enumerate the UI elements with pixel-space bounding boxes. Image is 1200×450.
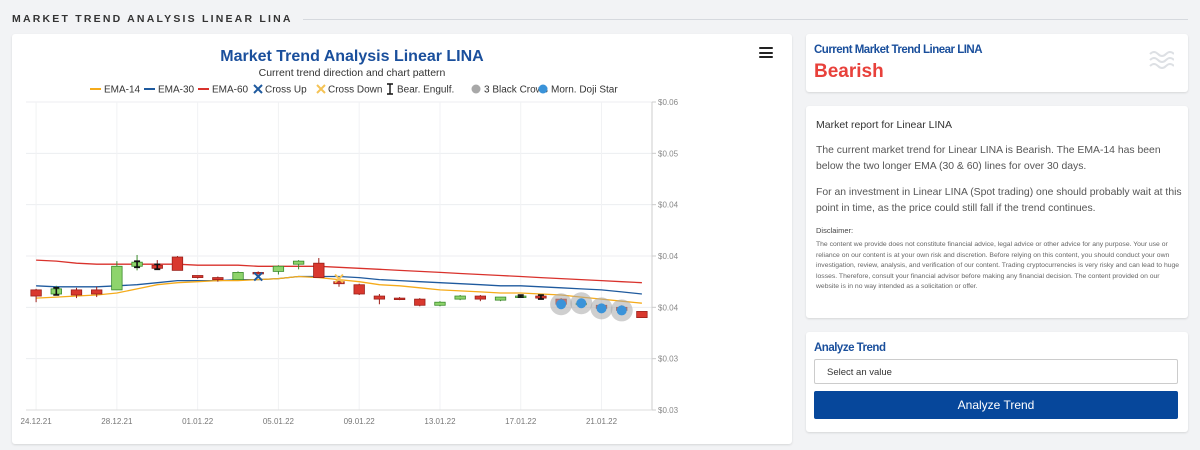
legend-item-3-black-crows: 3 Black Crows — [471, 84, 548, 96]
legend-dot-icon — [471, 84, 481, 94]
candle-body — [252, 272, 264, 275]
x-tick-label: 13.01.22 — [424, 417, 456, 426]
analyze-card: Analyze Trend Select an value Analyze Tr… — [806, 332, 1188, 432]
value-select[interactable]: Select an value — [814, 359, 1178, 384]
legend-item-ema-30: EMA-30 — [144, 85, 195, 96]
x-tick-label: 01.01.22 — [182, 417, 214, 426]
candle-body — [353, 284, 365, 295]
candle-body — [232, 272, 244, 281]
legend-dot-icon — [538, 84, 548, 94]
legend-ibeam-icon — [387, 83, 393, 95]
trend-card: Current Market Trend Linear LINA Bearish — [806, 34, 1188, 92]
legend-item-morn-doji-star: Morn. Doji Star — [538, 84, 618, 96]
y-tick-label: $0.05 — [658, 149, 679, 158]
candle-body — [474, 295, 487, 300]
x-tick-label: 09.01.22 — [344, 417, 376, 426]
legend-label: EMA-30 — [158, 85, 195, 96]
candle-body — [70, 289, 83, 296]
candle-body — [30, 289, 42, 297]
legend-cross-icon — [316, 84, 326, 94]
y-tick-label: $0.04 — [658, 303, 679, 312]
candle-body — [636, 311, 648, 319]
y-tick-label: $0.03 — [658, 406, 679, 415]
legend-item-cross-down: Cross Down — [316, 84, 382, 96]
legend-label: Bear. Engulf. — [397, 85, 454, 96]
candle-body — [272, 265, 285, 272]
candle-body — [171, 256, 184, 271]
analyze-trend-button[interactable]: Analyze Trend — [814, 391, 1178, 419]
morning-doji-star-marker — [556, 299, 567, 310]
cross-up-marker — [253, 271, 263, 282]
candle-body — [494, 296, 507, 301]
legend-item-ema-60: EMA-60 — [198, 85, 249, 96]
legend-cross-icon — [253, 84, 263, 94]
y-tick-label: $0.04 — [658, 252, 679, 261]
value-select-label: Select an value — [827, 367, 892, 378]
candle-body — [373, 295, 386, 300]
legend-label: Cross Down — [328, 85, 382, 96]
candle-body — [434, 301, 446, 306]
cross-down-marker — [334, 273, 344, 284]
legend-label: EMA-60 — [212, 85, 249, 96]
report-paragraph-2: For an investment in Linear LINA (Spot t… — [816, 187, 1182, 214]
y-tick-label: $0.06 — [658, 98, 679, 107]
chart-card: Market Trend Analysis Linear LINA Current… — [12, 34, 792, 444]
morning-doji-star-marker — [576, 298, 587, 309]
candle-body — [191, 275, 204, 278]
wave-icon — [1149, 51, 1174, 69]
disclaimer-title: Disclaimer: — [816, 226, 854, 235]
candle-body — [292, 260, 305, 265]
chart-title: Market Trend Analysis Linear LINA — [220, 48, 484, 65]
analyze-title: Analyze Trend — [814, 342, 886, 354]
candle-body — [212, 277, 224, 281]
trend-card-title: Current Market Trend Linear LINA — [814, 44, 983, 56]
candle-body — [313, 262, 325, 278]
morning-doji-star-marker — [596, 303, 607, 314]
legend-label: EMA-14 — [104, 85, 141, 96]
x-tick-label: 21.01.22 — [586, 417, 618, 426]
candle-body — [333, 281, 345, 285]
candle-body — [414, 298, 426, 306]
y-tick-label: $0.03 — [658, 355, 679, 364]
chart: Market Trend Analysis Linear LINA Current… — [21, 48, 679, 426]
legend-item-bear-engulf: Bear. Engulf. — [387, 83, 454, 96]
x-tick-label: 17.01.22 — [505, 417, 537, 426]
x-tick-label: 05.01.22 — [263, 417, 295, 426]
legend-item-ema-14: EMA-14 — [90, 85, 141, 96]
page-header: MARKET TREND ANALYSIS LINEAR LINA — [12, 12, 1188, 26]
morning-doji-star-marker — [616, 305, 627, 316]
ema-30-line — [36, 275, 642, 295]
legend-item-cross-up: Cross Up — [253, 84, 307, 96]
bear-engulf-marker — [53, 287, 60, 296]
legend-label: Cross Up — [265, 85, 307, 96]
legend-label: Morn. Doji Star — [551, 85, 618, 96]
legend-label: 3 Black Crows — [484, 85, 548, 96]
bear-engulf-marker — [154, 263, 161, 271]
candle-body — [393, 297, 406, 300]
x-tick-label: 24.12.21 — [21, 417, 53, 426]
report-paragraph-1: The current market trend for Linear LINA… — [816, 145, 1161, 172]
bear-engulf-marker — [517, 294, 524, 298]
ema-14-line — [36, 275, 642, 304]
chart-subtitle: Current trend direction and chart patter… — [259, 67, 446, 79]
bear-engulf-marker — [134, 260, 141, 269]
chart-menu-icon[interactable] — [759, 47, 773, 61]
candle-body — [111, 265, 123, 291]
y-tick-label: $0.04 — [658, 201, 679, 210]
candle-body — [91, 289, 103, 295]
report-title: Market report for Linear LINA — [816, 119, 952, 131]
trend-value: Bearish — [814, 61, 884, 82]
report-card: Market report for Linear LINA The curren… — [806, 106, 1188, 318]
candle-body — [454, 295, 466, 300]
bear-engulf-marker — [537, 294, 544, 300]
disclaimer-text: The content we provide does not constitu… — [816, 241, 1180, 291]
x-tick-label: 28.12.21 — [101, 417, 133, 426]
page-title: MARKET TREND ANALYSIS LINEAR LINA — [12, 13, 293, 25]
header-divider — [302, 18, 1188, 20]
